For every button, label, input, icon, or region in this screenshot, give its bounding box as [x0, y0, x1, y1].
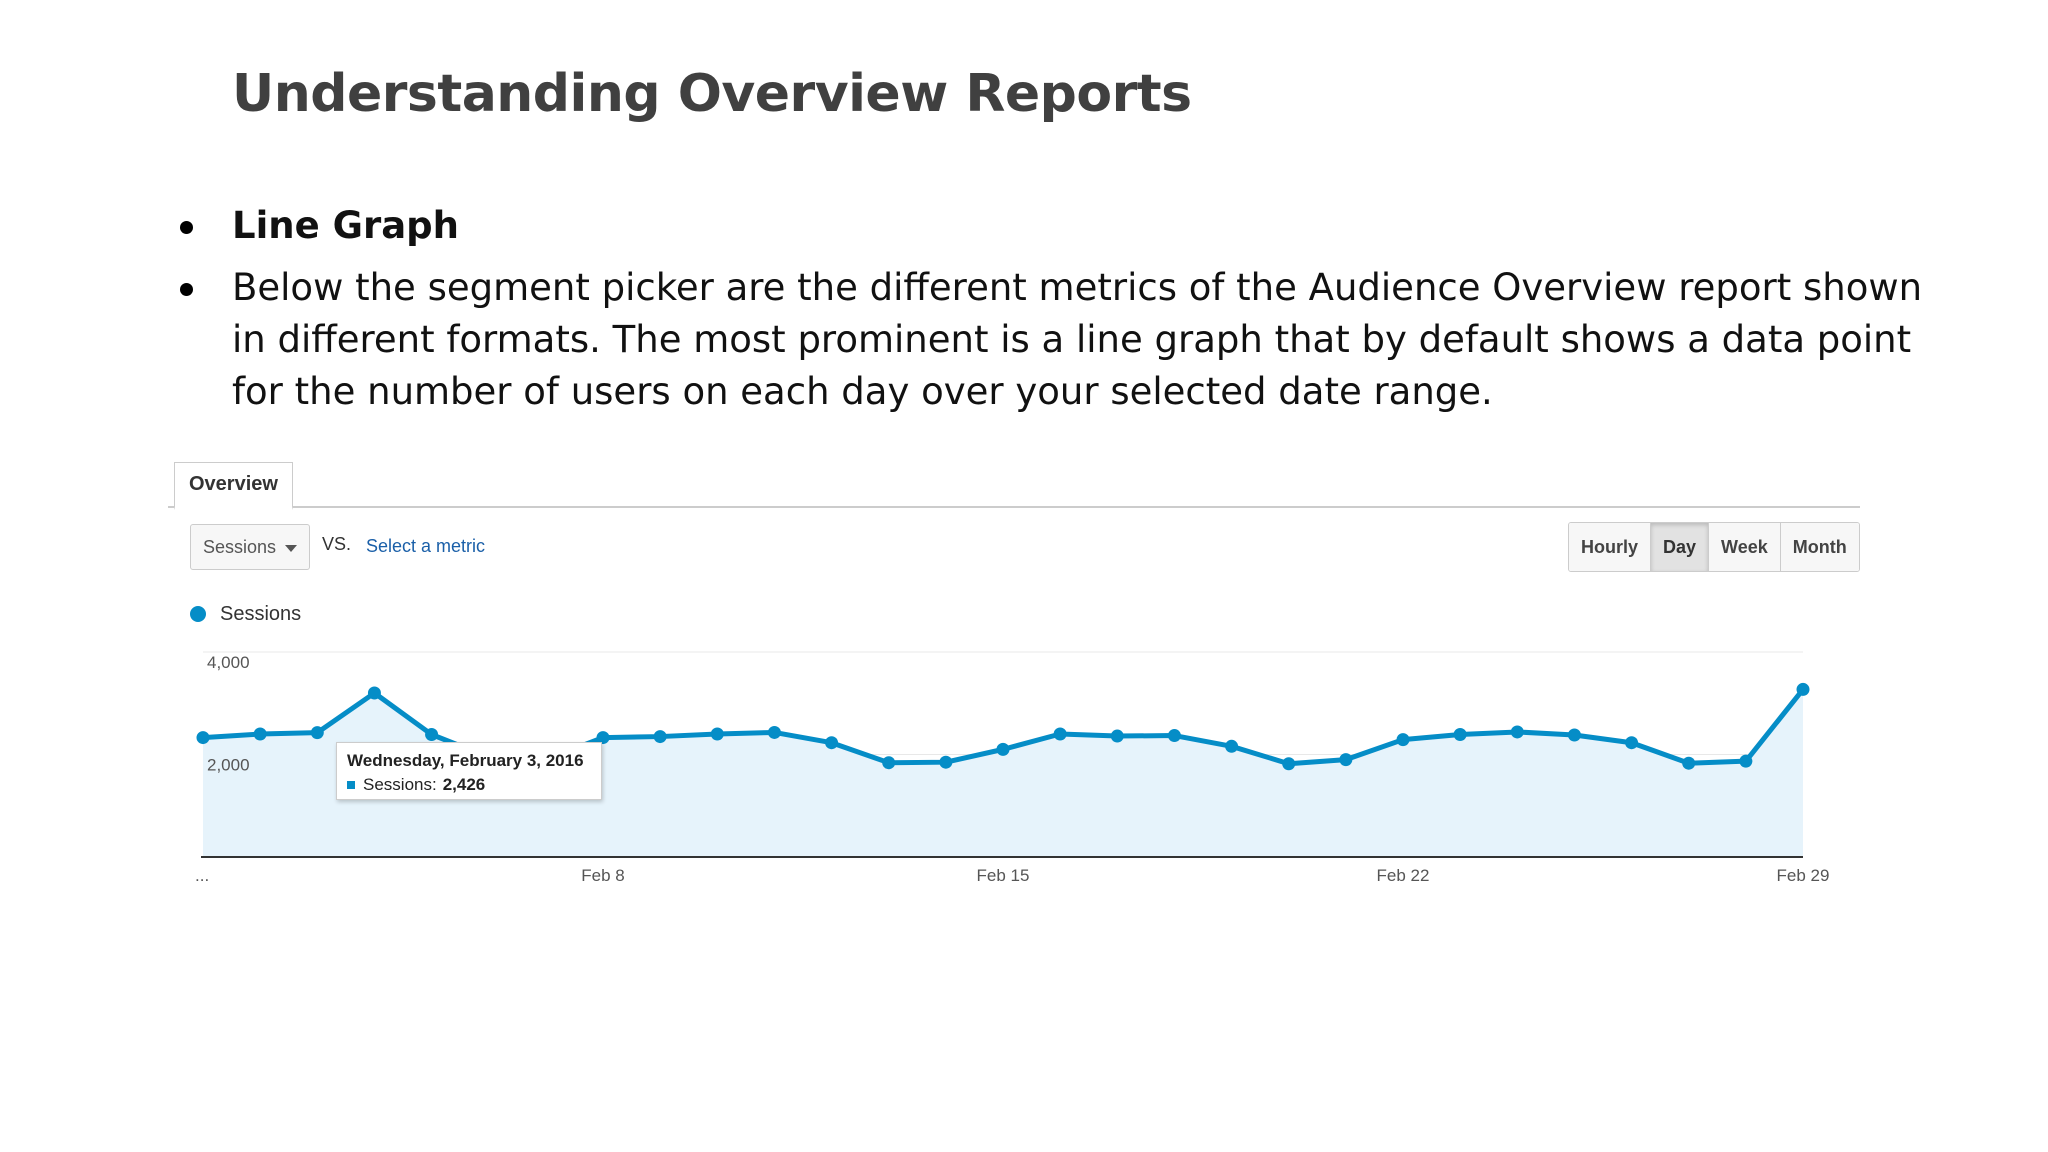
data-point[interactable]	[1739, 754, 1753, 768]
hourly-button[interactable]: Hourly	[1569, 523, 1652, 571]
chart-tooltip: Wednesday, February 3, 2016 Sessions: 2,…	[336, 742, 602, 800]
data-point[interactable]	[1682, 756, 1696, 770]
audience-overview-panel: Overview Sessions VS. Select a metric Ho…	[168, 462, 1868, 902]
vs-label: VS.	[322, 534, 352, 554]
select-metric-link[interactable]: Select a metric	[366, 536, 486, 556]
data-point[interactable]	[939, 755, 953, 769]
tab-strip: Overview	[168, 462, 1860, 510]
chevron-down-icon	[285, 545, 297, 552]
data-point[interactable]	[596, 731, 610, 745]
data-point[interactable]	[253, 727, 267, 741]
data-point[interactable]	[1053, 727, 1067, 741]
data-point[interactable]	[1510, 725, 1524, 739]
data-point[interactable]	[1396, 733, 1410, 747]
bullet-body: Below the segment picker are the differe…	[176, 262, 1936, 418]
x-tick-label: Feb 22	[1377, 866, 1430, 882]
data-point[interactable]	[1625, 736, 1639, 750]
data-point[interactable]	[1453, 728, 1467, 742]
data-point[interactable]	[1167, 729, 1181, 743]
tooltip-metric-label: Sessions:	[363, 775, 437, 794]
week-button[interactable]: Week	[1709, 523, 1781, 571]
period-button-group: Hourly Day Week Month	[1568, 522, 1860, 572]
data-point[interactable]	[825, 736, 839, 750]
data-point[interactable]	[996, 742, 1010, 756]
data-point[interactable]	[767, 725, 781, 739]
data-point[interactable]	[1339, 753, 1353, 767]
area-fill	[203, 689, 1803, 857]
month-button[interactable]: Month	[1780, 523, 1859, 571]
tab-overview[interactable]: Overview	[174, 462, 293, 510]
data-point[interactable]	[1225, 739, 1239, 753]
data-point[interactable]	[1282, 757, 1296, 771]
tooltip-value: 2,426	[442, 775, 486, 794]
x-tick-label: Feb 8	[581, 866, 624, 882]
metric-select-value: Sessions	[203, 537, 277, 557]
bullet-heading: Line Graph	[176, 200, 1936, 252]
chart-legend: Sessions	[190, 602, 301, 626]
x-tick-label: ...	[195, 866, 209, 882]
x-tick-label: Feb 29	[1777, 866, 1830, 882]
tooltip-series-icon	[347, 781, 355, 789]
data-point[interactable]	[710, 727, 724, 741]
data-point[interactable]	[1567, 728, 1581, 742]
bullet-list: Line Graph Below the segment picker are …	[176, 200, 1936, 428]
y-tick-label: 2,000	[207, 756, 250, 775]
slide-title: Understanding Overview Reports	[232, 64, 1192, 124]
data-point[interactable]	[196, 731, 210, 745]
data-point[interactable]	[425, 728, 439, 742]
x-tick-label: Feb 15	[977, 866, 1030, 882]
legend-dot-icon	[190, 606, 206, 622]
data-point[interactable]	[882, 756, 896, 770]
data-point[interactable]	[310, 726, 324, 740]
legend-label: Sessions	[220, 602, 302, 625]
data-point[interactable]	[1796, 682, 1810, 696]
data-point[interactable]	[367, 686, 381, 700]
y-tick-label: 4,000	[207, 653, 250, 672]
metric-select[interactable]: Sessions	[190, 524, 310, 570]
tooltip-date: Wednesday, February 3, 2016	[347, 751, 584, 770]
day-button[interactable]: Day	[1651, 523, 1710, 571]
data-point[interactable]	[653, 730, 667, 744]
data-point[interactable]	[1110, 729, 1124, 743]
